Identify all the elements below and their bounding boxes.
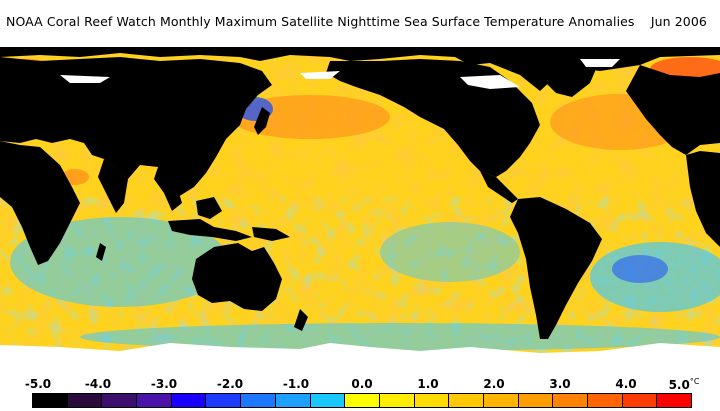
borneo bbox=[196, 197, 222, 219]
legend-tick-label: 1.0 bbox=[417, 377, 439, 391]
central-america bbox=[480, 171, 518, 203]
indonesia bbox=[168, 219, 252, 241]
legend-tick-label: 0.0 bbox=[351, 377, 373, 391]
cool-region-south-indian bbox=[10, 217, 230, 307]
legend-tick-label: 4.0 bbox=[615, 377, 637, 391]
legend-swatch-12 bbox=[449, 394, 484, 407]
legend-swatch-17 bbox=[622, 394, 658, 407]
greenland bbox=[540, 61, 596, 97]
south-america bbox=[510, 197, 602, 339]
antarctica bbox=[0, 343, 720, 367]
australia bbox=[192, 243, 282, 311]
legend-tick-label: -1.0 bbox=[282, 377, 310, 391]
africa-east bbox=[686, 151, 720, 247]
india bbox=[98, 159, 128, 213]
legend-swatch-5 bbox=[206, 394, 242, 407]
legend-swatch-15 bbox=[553, 394, 588, 407]
legend-tick-label: -4.0 bbox=[84, 377, 112, 391]
north-america bbox=[326, 59, 540, 177]
africa bbox=[0, 141, 80, 265]
new-guinea bbox=[252, 227, 290, 241]
legend-tick-labels: -5.0 -4.0 -3.0 -2.0 -1.0 0.0 1.0 2.0 3.0 4.0 5.0°C bbox=[0, 377, 720, 393]
legend-tick-label: 2.0 bbox=[483, 377, 505, 391]
asia bbox=[0, 57, 272, 197]
legend-unit: °C bbox=[689, 377, 700, 386]
legend-swatch-8 bbox=[310, 394, 346, 407]
legend-tick-label: 5.0°C bbox=[668, 377, 700, 392]
legend-swatch-11 bbox=[414, 394, 450, 407]
legend-swatch-2 bbox=[102, 394, 138, 407]
map-title: NOAA Coral Reef Watch Monthly Maximum Sa… bbox=[6, 14, 707, 29]
new-zealand bbox=[294, 309, 308, 331]
legend-swatch-3 bbox=[137, 394, 172, 407]
madagascar bbox=[96, 243, 106, 261]
legend-swatch-18 bbox=[657, 394, 692, 407]
japan bbox=[254, 107, 270, 135]
cool-region-east-pacific bbox=[380, 222, 520, 282]
legend-swatch-7 bbox=[275, 394, 311, 407]
sst-anomaly-map bbox=[0, 47, 720, 367]
cold-region-south-atlantic bbox=[612, 255, 668, 283]
legend-swatch-4 bbox=[171, 394, 207, 407]
legend-tick-label: -2.0 bbox=[216, 377, 244, 391]
arctic-ice bbox=[60, 59, 620, 89]
legend-swatch-16 bbox=[588, 394, 623, 407]
legend-colorbar bbox=[32, 393, 692, 408]
cool-region-southern-ocean bbox=[80, 323, 720, 351]
legend-tick-label: -3.0 bbox=[150, 377, 178, 391]
legend-tick-label: 3.0 bbox=[549, 377, 571, 391]
legend-swatch-10 bbox=[379, 394, 415, 407]
land-masses bbox=[0, 47, 720, 339]
europe-asia-west bbox=[0, 47, 720, 91]
britain bbox=[644, 93, 654, 109]
legend-swatch-6 bbox=[241, 394, 276, 407]
southeast-asia bbox=[154, 167, 182, 211]
europe-east bbox=[626, 65, 720, 155]
legend-swatch-14 bbox=[518, 394, 554, 407]
legend-tick-label: -5.0 bbox=[24, 377, 52, 391]
legend-swatch-9 bbox=[345, 394, 380, 407]
legend-swatch-1 bbox=[67, 394, 103, 407]
legend-swatch-13 bbox=[483, 394, 519, 407]
legend-swatch-0 bbox=[33, 394, 68, 407]
